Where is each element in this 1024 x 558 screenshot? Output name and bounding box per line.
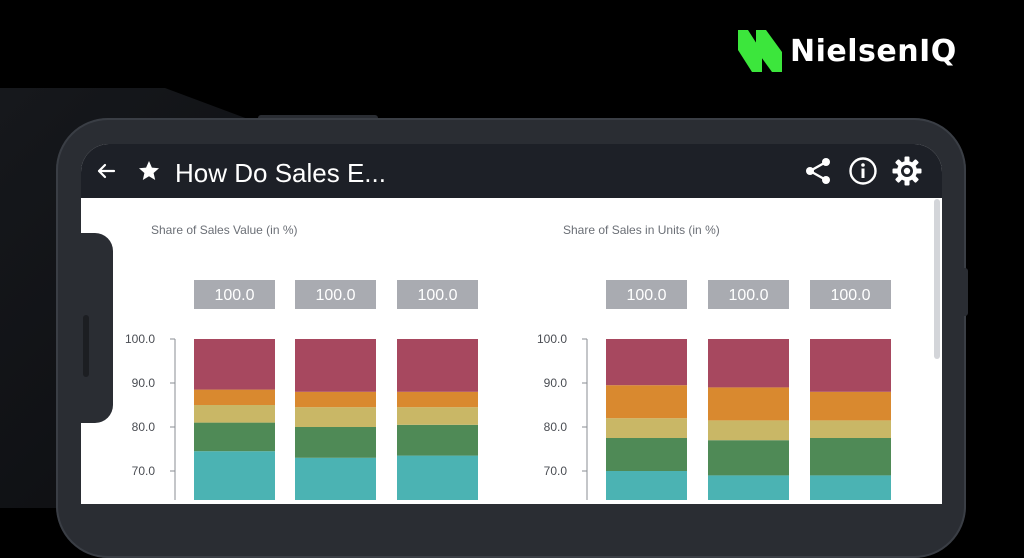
y-tick-label: 90.0 bbox=[544, 376, 568, 390]
phone-volume-button bbox=[83, 315, 89, 377]
settings-icon[interactable] bbox=[891, 155, 923, 187]
bar-total-label: 100.0 bbox=[315, 287, 355, 304]
bar-segment bbox=[810, 420, 891, 438]
bar-total-label: 100.0 bbox=[830, 287, 870, 304]
bar-segment bbox=[397, 455, 478, 500]
scrollbar[interactable] bbox=[934, 199, 940, 359]
star-icon[interactable] bbox=[137, 159, 161, 183]
bar-total-box bbox=[194, 280, 275, 309]
bar-segment bbox=[194, 422, 275, 452]
bar-segment bbox=[397, 407, 478, 425]
brand-name: NielsenIQ bbox=[790, 33, 957, 69]
bar-total-box bbox=[397, 280, 478, 309]
phone-side-button bbox=[962, 268, 968, 316]
y-tick-label: 90.0 bbox=[132, 376, 156, 390]
bar-segment bbox=[810, 475, 891, 500]
page-title: How Do Sales E... bbox=[175, 158, 386, 188]
bar-segment bbox=[708, 339, 789, 388]
bar-segment bbox=[295, 339, 376, 392]
chart-area: Share of Sales Value (in %) 100.0 90.0 80.0… bbox=[125, 223, 891, 500]
bar-segment bbox=[397, 391, 478, 408]
bar-segment bbox=[295, 391, 376, 408]
brand-logo: NielsenIQ bbox=[736, 24, 957, 78]
app-bar: How Do Sales E... bbox=[81, 144, 942, 198]
chart-title: Share of Sales in Units (in %) bbox=[563, 223, 720, 237]
info-icon[interactable] bbox=[848, 156, 878, 186]
bar-total-label: 100.0 bbox=[417, 287, 457, 304]
bar-segment bbox=[606, 385, 687, 419]
bar-segment bbox=[708, 387, 789, 421]
bar-segment bbox=[295, 427, 376, 458]
bar-total-box bbox=[295, 280, 376, 309]
nielseniq-mark-icon bbox=[738, 30, 782, 72]
bar-segment bbox=[708, 420, 789, 441]
bar-segment bbox=[295, 457, 376, 500]
bar-segment bbox=[194, 389, 275, 405]
y-tick-label: 70.0 bbox=[544, 464, 568, 478]
share-icon[interactable] bbox=[803, 156, 833, 186]
y-tick-label: 70.0 bbox=[132, 464, 156, 478]
y-tick-label: 100.0 bbox=[537, 332, 567, 346]
bar-segment bbox=[708, 440, 789, 476]
y-tick-label: 80.0 bbox=[544, 420, 568, 434]
bar-segment bbox=[194, 405, 275, 423]
bar-total-label: 100.0 bbox=[626, 287, 666, 304]
bar-total-box bbox=[606, 280, 687, 309]
bar-total-box bbox=[708, 280, 789, 309]
bar-segment bbox=[194, 451, 275, 500]
bar-segment bbox=[708, 475, 789, 500]
bar-segment bbox=[810, 438, 891, 476]
app-screen: How Do Sales E... bbox=[81, 144, 942, 504]
phone-top-button bbox=[258, 115, 378, 120]
bar-segment bbox=[397, 339, 478, 392]
bar-segment bbox=[810, 391, 891, 421]
bar-segment bbox=[606, 339, 687, 386]
bar-total-label: 100.0 bbox=[728, 287, 768, 304]
y-tick-label: 100.0 bbox=[125, 332, 155, 346]
bar-segment bbox=[606, 438, 687, 471]
bar-segment bbox=[397, 424, 478, 456]
bar-segment bbox=[295, 407, 376, 427]
chart-title: Share of Sales Value (in %) bbox=[151, 223, 298, 237]
bar-segment bbox=[194, 339, 275, 390]
back-arrow-icon[interactable] bbox=[95, 160, 117, 182]
bar-segment bbox=[606, 418, 687, 438]
bar-segment bbox=[606, 471, 687, 500]
y-tick-label: 80.0 bbox=[132, 420, 156, 434]
bar-total-box bbox=[810, 280, 891, 309]
bar-segment bbox=[810, 339, 891, 392]
bar-total-label: 100.0 bbox=[214, 287, 254, 304]
